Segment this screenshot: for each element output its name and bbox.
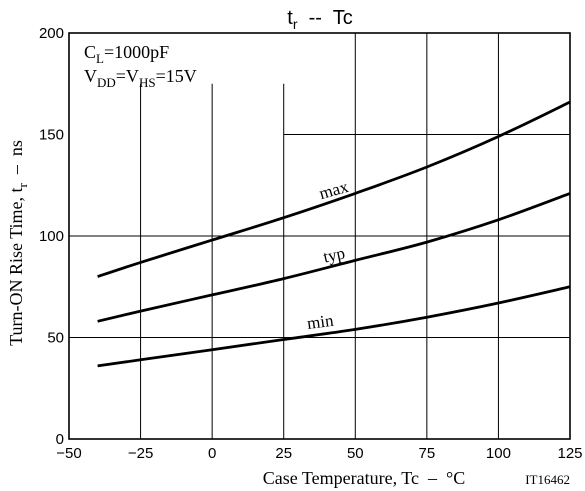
x-tick-label: 125 <box>557 445 582 462</box>
series-label-max: max <box>317 177 351 203</box>
series-label-min: min <box>306 311 335 333</box>
series-line-max <box>97 100 571 278</box>
y-tick-label: 0 <box>56 431 64 448</box>
condition-cl: CL=1000pF <box>84 42 169 66</box>
chart-title: tr -- Tc <box>287 7 352 32</box>
x-tick-label: 50 <box>347 445 364 462</box>
y-tick-label: 100 <box>39 228 64 245</box>
series-line-min <box>97 285 571 368</box>
series-line-typ <box>97 192 571 323</box>
x-tick-label: 100 <box>486 445 511 462</box>
x-tick-label: −25 <box>128 445 153 462</box>
grid <box>69 33 570 439</box>
x-tick-label: −50 <box>56 445 81 462</box>
figure-id: IT16462 <box>525 472 570 487</box>
y-axis-label: Turn-ON Rise Time, tr – ns <box>6 140 30 346</box>
y-tick-label: 50 <box>47 330 64 347</box>
series-label-typ: typ <box>321 243 346 266</box>
x-tick-label: 0 <box>208 445 216 462</box>
condition-vdd: VDD=VHS=15V <box>84 66 197 90</box>
plot-frame <box>68 32 571 440</box>
x-axis-label: Case Temperature, Tc – °C <box>263 468 465 488</box>
ticks: −50 −25 0 25 50 75 100 125 0 50 100 150 200 <box>39 25 583 462</box>
y-tick-label: 150 <box>39 127 64 144</box>
x-tick-label: 75 <box>419 445 436 462</box>
y-tick-label: 200 <box>39 25 64 42</box>
x-tick-label: 25 <box>275 445 292 462</box>
curves: max typ min <box>97 100 571 368</box>
